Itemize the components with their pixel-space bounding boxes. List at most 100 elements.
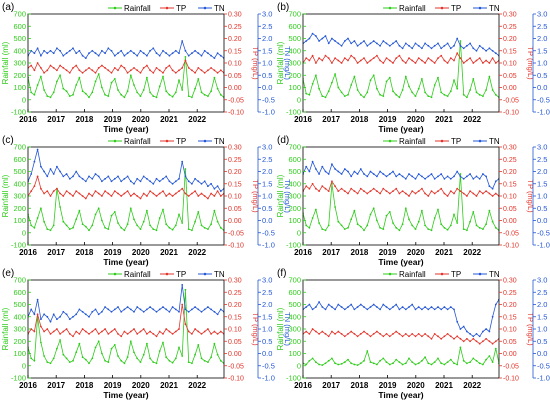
data-point-rainfall (433, 84, 436, 86)
y-tick-label-rainfall: 0 (22, 361, 26, 370)
legend-label-tp: TP (451, 137, 461, 146)
y-tick-label-rainfall: 600 (13, 155, 26, 164)
data-point-tp (334, 185, 336, 188)
data-point-tn (472, 335, 475, 338)
x-axis-label: Time (year) (103, 124, 148, 134)
data-point-tp (459, 337, 462, 340)
data-point-rainfall (437, 357, 439, 360)
data-point-tp (350, 330, 353, 333)
data-point-tp (84, 330, 87, 333)
data-point-tp (491, 342, 494, 345)
data-point-tn (197, 308, 200, 311)
data-point-tn (117, 306, 119, 308)
data-point-tn (155, 177, 158, 180)
data-point-rainfall (494, 347, 497, 350)
y-tick-label-tn: -1.0 (537, 374, 550, 383)
data-point-rainfall (56, 347, 58, 350)
data-point-tp (43, 192, 45, 195)
data-point-rainfall (78, 209, 81, 212)
data-point-tp (117, 192, 119, 195)
data-point-tn (324, 308, 327, 311)
data-point-tn (466, 175, 468, 178)
data-point-rainfall (305, 92, 308, 95)
data-point-tp (308, 333, 311, 335)
data-point-rainfall (197, 211, 200, 213)
data-point-tn (88, 315, 90, 318)
y-tick-label-tn: 1.5 (262, 46, 272, 55)
data-point-tp (158, 330, 161, 333)
data-point-tp (174, 330, 177, 333)
data-point-rainfall (158, 217, 161, 219)
data-point-tn (347, 170, 349, 173)
x-tick-label: 2016 (294, 115, 312, 124)
y-tick-label-rainfall: 200 (13, 204, 26, 213)
data-point-tn (376, 306, 378, 308)
data-point-tp (94, 190, 97, 192)
y-tick-label-tn: 0.0 (537, 216, 547, 225)
data-point-tn (75, 170, 78, 173)
data-point-tn (184, 308, 187, 311)
data-point-tn (117, 52, 119, 55)
data-point-tp (331, 330, 333, 333)
data-point-tn (398, 173, 401, 175)
series-markers-rainfall (28, 288, 224, 365)
data-point-tp (488, 192, 491, 195)
data-point-rainfall (350, 84, 353, 86)
data-point-tn (305, 165, 308, 168)
data-point-rainfall (440, 362, 443, 365)
data-point-tn (433, 44, 436, 47)
y-tick-label-tn: 0.5 (537, 204, 547, 213)
data-point-tp (191, 333, 193, 335)
data-point-rainfall (401, 223, 404, 226)
y-tick-label-rainfall: 400 (288, 179, 301, 188)
data-point-tp (59, 64, 61, 67)
data-point-rainfall (113, 344, 116, 346)
data-point-tp (207, 197, 209, 200)
data-point-rainfall (146, 209, 148, 212)
x-tick-label: 2018 (351, 381, 369, 390)
data-point-tp (343, 335, 346, 338)
data-point-tn (482, 173, 484, 175)
data-point-rainfall (65, 90, 68, 93)
data-point-tp (104, 190, 106, 192)
y-tick-label-tp: 0.10 (503, 327, 517, 334)
data-point-tn (440, 173, 443, 175)
legend-label-tn: TN (214, 4, 225, 13)
data-point-rainfall (43, 220, 45, 223)
data-point-rainfall (343, 228, 346, 230)
data-point-rainfall (75, 84, 78, 86)
data-point-rainfall (142, 89, 145, 91)
y-tick-label-tn: 1.0 (537, 59, 547, 68)
x-tick-label: 2017 (322, 381, 340, 390)
data-point-rainfall (340, 224, 343, 227)
data-point-tn (369, 170, 372, 173)
data-point-tp (482, 62, 484, 64)
data-point-tp (110, 195, 113, 197)
y-tick-label-tn: -1.0 (262, 374, 275, 383)
data-point-tp (43, 71, 45, 74)
data-point-tn (385, 175, 388, 178)
y-tick-label-rainfall: 500 (288, 167, 301, 176)
data-point-rainfall (165, 223, 168, 226)
data-point-tp (171, 69, 174, 72)
data-point-tn (411, 303, 414, 306)
y-tick-label-rainfall: 600 (288, 22, 301, 31)
y-tick-label-rainfall: 0 (22, 228, 26, 237)
data-point-tn (152, 182, 155, 185)
data-point-tn (56, 165, 58, 168)
data-point-tn (421, 175, 423, 178)
data-point-tn (110, 49, 113, 52)
data-point-tp (482, 192, 484, 195)
data-point-rainfall (401, 363, 404, 366)
data-point-tp (440, 187, 443, 190)
legend-label-tp: TP (451, 4, 461, 13)
y-tick-label-tn: 3.0 (262, 276, 272, 285)
data-point-tn (350, 175, 353, 178)
data-point-tn (472, 47, 475, 50)
series-group (28, 284, 224, 365)
data-point-tp (404, 333, 407, 335)
data-point-rainfall (94, 213, 97, 216)
y-tick-label-rainfall: 600 (288, 155, 301, 164)
data-point-tp (75, 190, 78, 192)
data-point-rainfall (81, 223, 84, 226)
